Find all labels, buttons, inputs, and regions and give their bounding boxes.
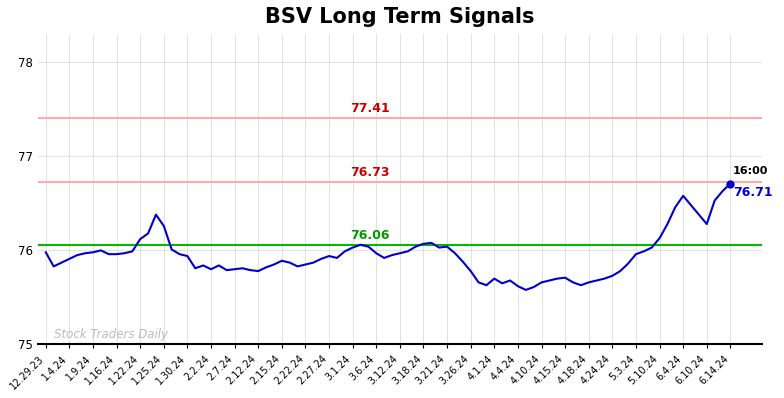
Text: 76.73: 76.73 [350, 166, 390, 179]
Text: 16:00: 16:00 [733, 166, 768, 176]
Text: 77.41: 77.41 [350, 102, 390, 115]
Text: Stock Traders Daily: Stock Traders Daily [53, 328, 168, 341]
Text: 76.71: 76.71 [733, 186, 772, 199]
Title: BSV Long Term Signals: BSV Long Term Signals [265, 7, 535, 27]
Text: 76.06: 76.06 [350, 229, 390, 242]
